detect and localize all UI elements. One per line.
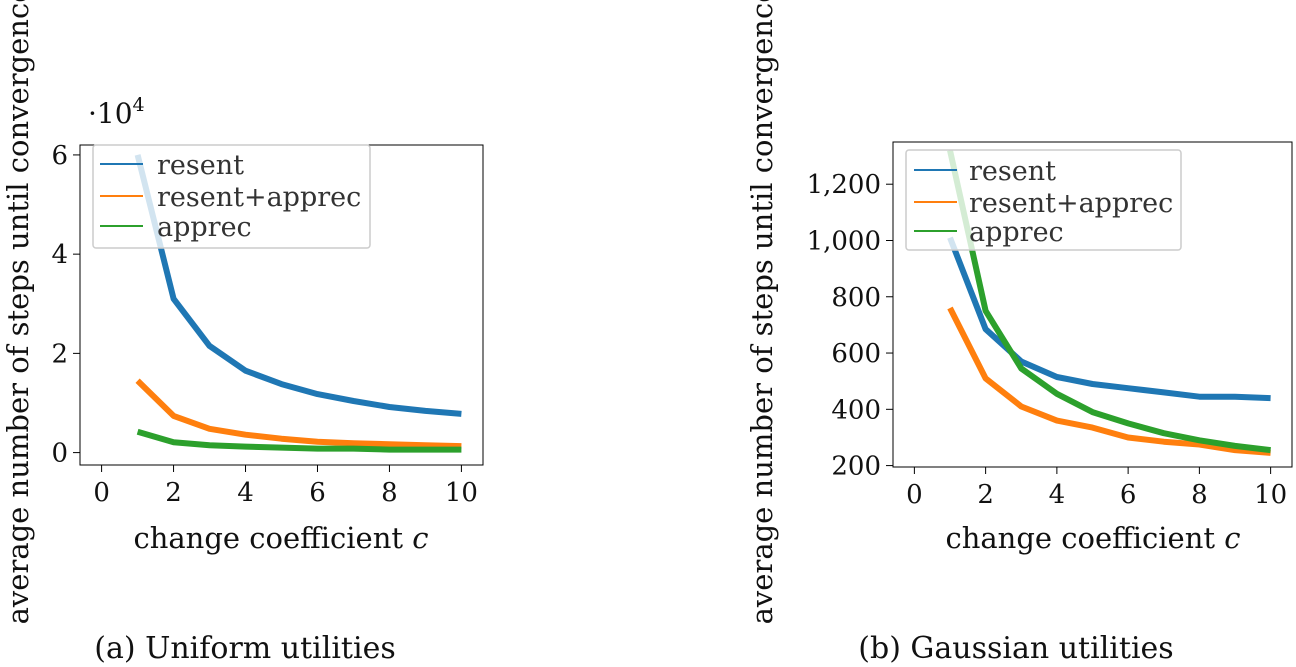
caption: (a) Uniform utilities — [94, 631, 395, 666]
x-tick-label: 10 — [1254, 480, 1287, 510]
legend-box — [92, 144, 371, 249]
y-tick-label: 2 — [51, 339, 68, 369]
y-tick-label: 6 — [51, 141, 68, 171]
x-tick-label: 2 — [977, 480, 994, 510]
x-tick-label: 6 — [1120, 480, 1137, 510]
x-tick-labels: 0 2 4 6 8 10 — [93, 478, 478, 508]
legend-label-resent: resent — [157, 150, 244, 181]
x-axis-title: change coefficient c — [133, 521, 428, 555]
legend-label-apprec: apprec — [969, 217, 1064, 248]
x-tick-label: 6 — [309, 478, 326, 508]
x-axis-title-var: c — [412, 521, 428, 555]
x-tick-labels: 0 2 4 6 8 10 — [906, 480, 1287, 510]
y-axis-title: average number of steps until convergenc… — [745, 0, 779, 624]
tick-marks — [886, 183, 1272, 474]
y-tick-label: 0 — [51, 439, 68, 469]
series-line-resent-apprec — [135, 378, 462, 450]
y-axis-exponent: ·104 — [88, 94, 145, 130]
legend-label-resent: resent — [969, 156, 1056, 187]
series-line-apprec — [136, 428, 462, 453]
y-tick-label: 600 — [831, 339, 881, 369]
legend: resent resent+apprec apprec — [905, 149, 1182, 251]
x-tick-label: 4 — [1049, 480, 1066, 510]
legend-box — [905, 149, 1182, 251]
x-tick-label: 0 — [906, 480, 923, 510]
y-tick-label: 400 — [831, 395, 881, 425]
caption: (b) Gaussian utilities — [858, 631, 1173, 666]
legend-label-resent-apprec: resent+apprec — [157, 182, 361, 213]
x-axis-title: change coefficient c — [945, 521, 1240, 555]
series-lines — [947, 149, 1271, 456]
x-tick-label: 8 — [381, 478, 398, 508]
x-tick-label: 10 — [445, 478, 478, 508]
plot-frame — [892, 141, 1293, 468]
x-axis-title-text: change coefficient — [945, 521, 1215, 555]
y-tick-labels: 0 2 4 6 — [51, 141, 68, 469]
y-exponent-power: 4 — [133, 94, 145, 116]
x-tick-label: 8 — [1191, 480, 1208, 510]
x-tick-label: 0 — [93, 478, 110, 508]
legend-label-apprec: apprec — [157, 212, 252, 243]
x-axis-title-var: c — [1224, 521, 1240, 555]
series-lines — [134, 154, 462, 453]
y-tick-label: 800 — [831, 283, 881, 313]
y-tick-label: 1,000 — [807, 226, 881, 256]
chart-gaussian-utilities: 200 400 600 800 1,000 1,200 0 2 4 6 8 10 resent re… — [745, 0, 1293, 666]
legend: resent resent+apprec apprec — [92, 144, 371, 249]
tick-marks — [73, 154, 462, 472]
x-tick-label: 4 — [237, 478, 254, 508]
y-axis-title: average number of steps until convergenc… — [1, 0, 35, 624]
y-tick-label: 4 — [51, 240, 68, 270]
y-tick-label: 1,200 — [807, 170, 881, 200]
y-tick-labels: 200 400 600 800 1,000 1,200 — [807, 170, 881, 481]
series-line-resent-apprec — [947, 306, 1271, 456]
x-axis-title-text: change coefficient — [133, 521, 403, 555]
x-tick-label: 2 — [165, 478, 182, 508]
legend-label-resent-apprec: resent+apprec — [969, 188, 1173, 219]
y-exponent-base: ·10 — [88, 97, 133, 130]
series-line-resent — [134, 154, 462, 417]
series-line-apprec — [947, 149, 1271, 454]
y-tick-label: 200 — [831, 452, 881, 482]
series-line-resent — [947, 236, 1271, 402]
